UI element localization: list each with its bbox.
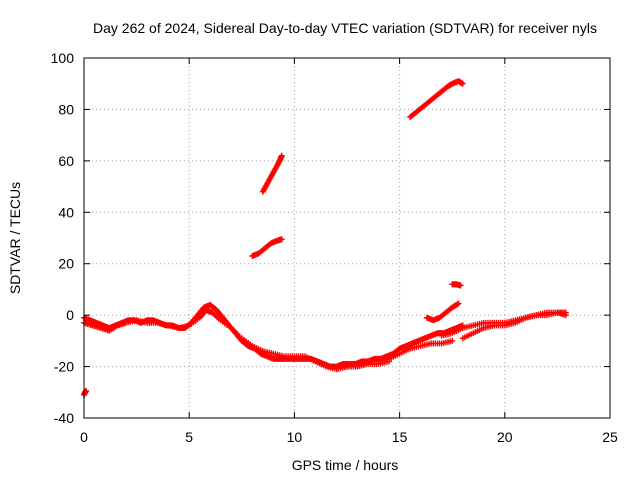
- data-point: [449, 337, 456, 344]
- y-tick-label: -40: [54, 410, 74, 426]
- data-point: [454, 301, 461, 308]
- y-tick-label: 20: [58, 256, 74, 272]
- data-point: [278, 236, 285, 243]
- axis-ticks: [83, 57, 611, 419]
- x-axis-label: GPS time / hours: [292, 457, 399, 473]
- series-arc-rise-high: [259, 152, 285, 195]
- y-tick-label: 100: [51, 50, 75, 66]
- series-arc-main-a: [81, 301, 466, 370]
- y-axis-label: SDTVAR / TECUs: [7, 182, 23, 294]
- y-tick-labels: -40 -20 0 20 40 60 80 100: [51, 50, 75, 426]
- series-arc-main-c: [333, 337, 456, 373]
- data-point: [562, 312, 569, 319]
- data-point: [459, 80, 466, 87]
- y-tick-label: -20: [54, 359, 74, 375]
- series-arc-early: [81, 388, 90, 398]
- series-arc-evening-b: [459, 309, 569, 342]
- x-tick-label: 20: [497, 429, 513, 445]
- x-tick-label: 25: [602, 429, 618, 445]
- x-tick-label: 0: [80, 429, 88, 445]
- y-tick-label: 0: [66, 307, 74, 323]
- y-tick-label: 60: [58, 153, 74, 169]
- chart-title: Day 262 of 2024, Sidereal Day-to-day VTE…: [93, 20, 597, 36]
- series-arc-late-high: [407, 78, 466, 121]
- x-tick-labels: 0 5 10 15 20 25: [80, 429, 618, 445]
- x-tick-label: 15: [392, 429, 408, 445]
- data-points: [81, 78, 569, 398]
- data-point: [457, 282, 464, 289]
- y-tick-label: 40: [58, 204, 74, 220]
- x-tick-label: 10: [287, 429, 303, 445]
- series-arc-rise-low: [249, 236, 285, 259]
- plot-frame: [83, 57, 611, 419]
- series-arc-late-small: [423, 300, 462, 324]
- data-point: [278, 152, 285, 159]
- x-tick-label: 5: [185, 429, 193, 445]
- y-tick-label: 80: [58, 101, 74, 117]
- series-arc-late-mid: [449, 281, 464, 289]
- data-point: [455, 300, 462, 307]
